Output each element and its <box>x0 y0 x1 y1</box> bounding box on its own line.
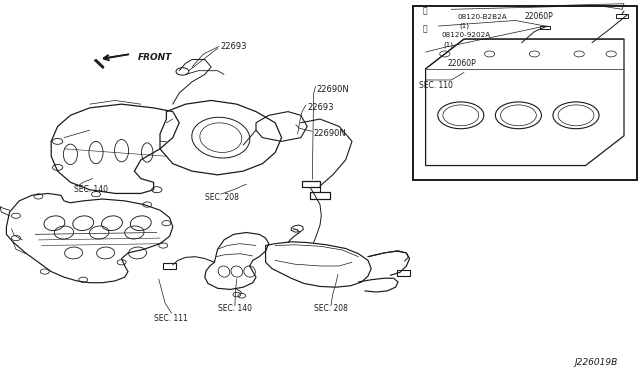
Text: SEC. 110: SEC. 110 <box>419 81 453 90</box>
Text: (1): (1) <box>443 41 453 48</box>
Text: SEC. 208: SEC. 208 <box>314 304 348 313</box>
Bar <box>302 181 320 187</box>
Text: 22693: 22693 <box>221 42 247 51</box>
Bar <box>163 263 176 269</box>
Text: 08120-9202A: 08120-9202A <box>442 32 491 38</box>
Bar <box>616 14 628 18</box>
Text: 08120-B2B2A: 08120-B2B2A <box>458 14 508 20</box>
Text: SEC. 111: SEC. 111 <box>154 314 188 323</box>
Text: (1): (1) <box>459 23 469 29</box>
Text: 22060P: 22060P <box>525 12 554 21</box>
Bar <box>397 270 410 276</box>
Bar <box>310 192 330 199</box>
Text: SEC. 140: SEC. 140 <box>218 304 252 313</box>
Text: FRONT: FRONT <box>138 53 172 62</box>
Bar <box>540 26 550 29</box>
Text: SEC. 140: SEC. 140 <box>74 185 108 194</box>
Text: Ⓑ: Ⓑ <box>422 24 427 33</box>
Text: 22060P: 22060P <box>448 59 477 68</box>
Bar <box>413 6 637 180</box>
Text: 22690N: 22690N <box>317 85 349 94</box>
Text: 22690N: 22690N <box>314 129 346 138</box>
Text: SEC. 208: SEC. 208 <box>205 193 239 202</box>
Text: Ⓑ: Ⓑ <box>422 7 427 16</box>
Text: 22693: 22693 <box>307 103 333 112</box>
Text: J226019B: J226019B <box>574 358 618 367</box>
